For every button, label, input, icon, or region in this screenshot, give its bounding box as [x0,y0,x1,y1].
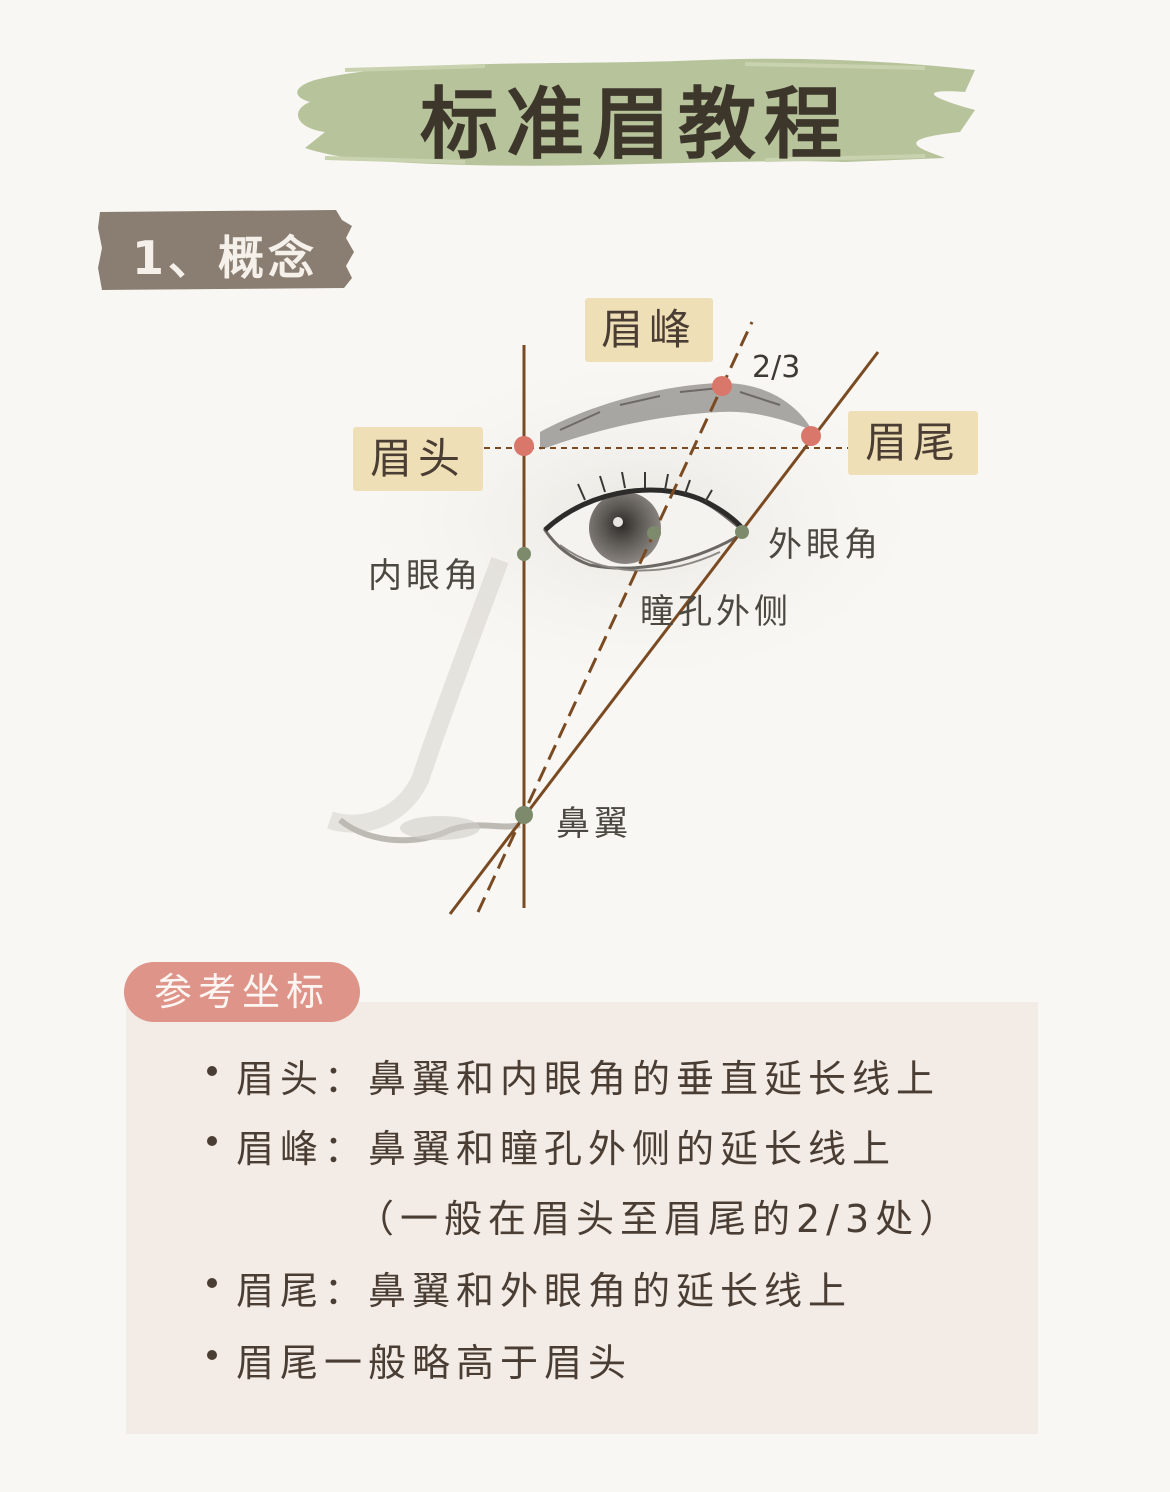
nostril-shading [400,816,480,840]
fraction-label: 2/3 [752,350,801,385]
reference-item: 眉尾一般略高于眉头 [236,1341,633,1385]
reference-box [126,1002,1038,1434]
iris [589,492,661,564]
bullet-icon [207,1066,217,1076]
eyebrow-hairs [559,387,781,431]
eye-highlight [613,517,623,527]
section-title: 1、概念 [131,231,318,285]
pupil-outer-point [647,526,661,540]
pupil-outer-label: 瞳孔外侧 [640,592,792,632]
brow-peak-point [712,376,732,396]
brow-tail-label: 眉尾 [848,411,978,475]
nose-wing-point [515,806,533,824]
nose-bridge-shading [327,556,509,833]
upper-lash-line [543,487,748,534]
inner-corner-point [517,547,531,561]
outer-corner-label: 外眼角 [768,525,882,565]
reference-item-note: （一般在眉头至眉尾的2/3处） [356,1197,964,1241]
eyebrow [540,382,812,450]
inner-corner-label: 内眼角 [368,556,482,596]
title-banner: 标准眉教程 [285,40,985,180]
tape-background [98,210,354,290]
reference-item: 眉尾：鼻翼和外眼角的延长线上 [236,1269,853,1313]
brow-head-point [514,436,534,456]
nose-wing-label: 鼻翼 [556,804,632,844]
reference-item: 眉头：鼻翼和内眼角的垂直延长线上 [236,1057,941,1101]
page-title: 标准眉教程 [419,80,850,170]
reference-item: 眉峰：鼻翼和瞳孔外侧的延长线上 [236,1127,897,1171]
brow-peak-label: 眉峰 [585,298,713,362]
reference-tag: 参考坐标 [124,962,360,1022]
bullet-icon [207,1278,217,1288]
brow-tail-point [801,426,821,446]
lower-lash-line [559,544,721,572]
eyelashes [577,471,713,503]
section-tag: 1、概念 [96,208,354,292]
bullet-icon [207,1350,217,1360]
bullet-icon [207,1136,217,1146]
outer-corner-point [735,525,749,539]
brush-stroke-background [297,58,975,166]
brow-diagram [327,321,900,915]
brow-head-label: 眉头 [353,427,483,491]
